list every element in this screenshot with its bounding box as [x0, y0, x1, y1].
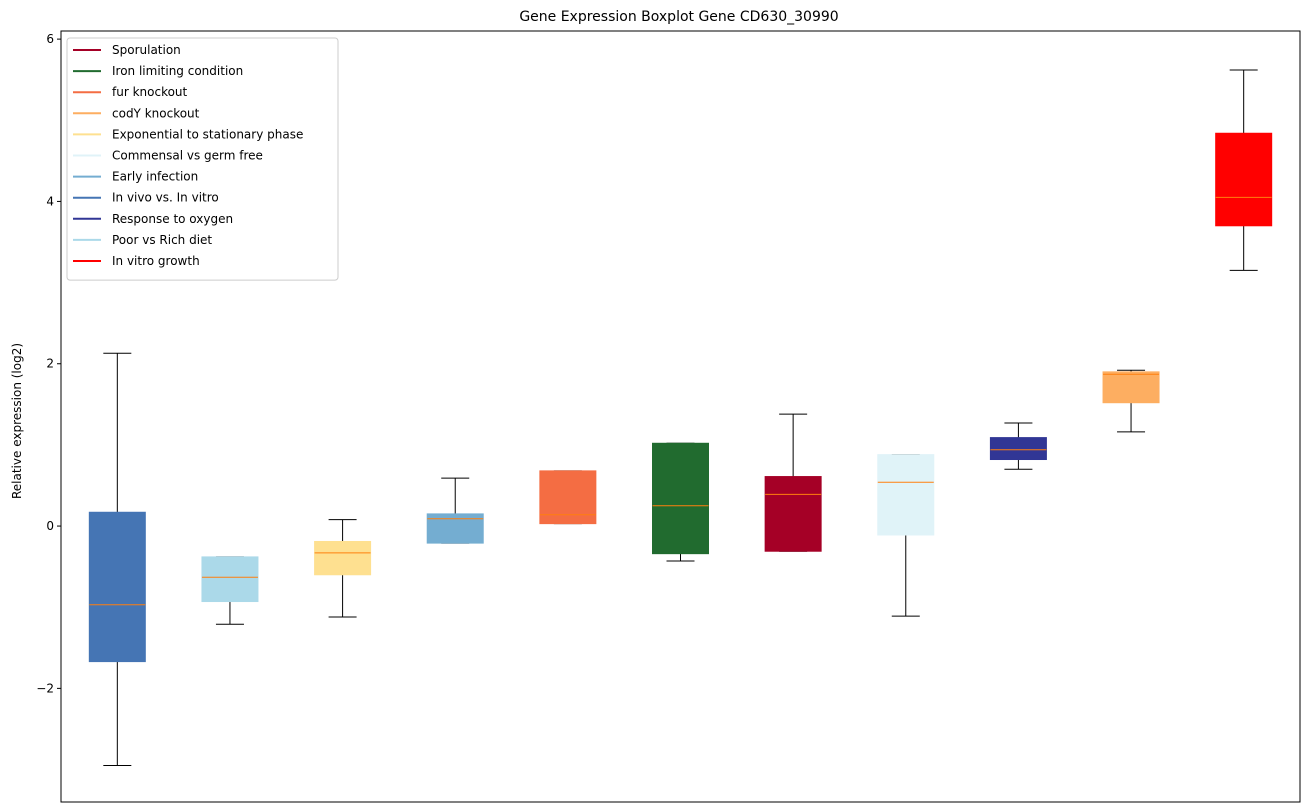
legend-label: Poor vs Rich diet: [112, 233, 212, 247]
y-axis: −2 0 2 4 6: [36, 32, 61, 695]
box-body: [201, 556, 259, 603]
legend-label: Response to oxygen: [112, 212, 233, 226]
box-group: [652, 442, 709, 562]
legend-label: Commensal vs germ free: [112, 149, 263, 163]
legend-label: In vivo vs. In vitro: [112, 191, 219, 205]
box-group: [1215, 69, 1273, 271]
y-tick-label: 2: [46, 357, 54, 371]
box-group: [426, 477, 484, 544]
legend-label: codY knockout: [112, 106, 200, 120]
legend-label: Exponential to stationary phase: [112, 127, 303, 141]
box-body: [1102, 371, 1160, 404]
legend-label: Iron limiting condition: [112, 64, 243, 78]
y-axis-label: Relative expression (log2): [10, 343, 24, 499]
legend-label: In vitro growth: [112, 254, 200, 268]
box-body: [539, 470, 597, 525]
y-tick-label: 0: [46, 519, 54, 533]
box-body: [314, 540, 372, 576]
legend-label: fur knockout: [112, 85, 188, 99]
legend-label: Early infection: [112, 170, 198, 184]
legend-label: Sporulation: [112, 43, 181, 57]
box-body: [88, 511, 146, 663]
box-group: [88, 352, 146, 766]
y-tick-label: 6: [46, 32, 54, 46]
box-body: [652, 442, 709, 555]
y-tick-label: −2: [36, 681, 54, 695]
legend: Sporulation Iron limiting condition fur kn…: [66, 37, 339, 281]
box-body: [1215, 132, 1273, 227]
plot-frame: [60, 30, 1301, 803]
box-group: [1102, 369, 1160, 433]
chart-title: Gene Expression Boxplot Gene CD630_30990: [519, 9, 838, 25]
box-group: [539, 470, 597, 525]
box-body: [989, 437, 1047, 461]
boxes-layer: [88, 69, 1273, 766]
box-group: [201, 556, 259, 625]
box-group: [764, 413, 822, 552]
box-body: [764, 476, 822, 552]
box-group: [989, 422, 1047, 470]
box-group: [314, 519, 372, 618]
box-group: [877, 454, 935, 617]
y-tick-label: 4: [46, 194, 54, 208]
box-body: [877, 454, 935, 536]
legend-frame: [66, 37, 339, 281]
